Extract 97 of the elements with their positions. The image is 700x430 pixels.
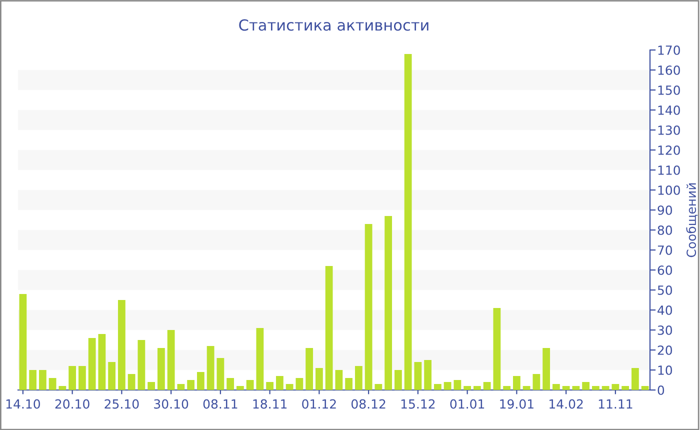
bar bbox=[157, 348, 165, 390]
bar bbox=[48, 378, 56, 390]
y-tick-label: 60 bbox=[658, 265, 672, 275]
bar bbox=[483, 382, 491, 390]
bar bbox=[612, 384, 620, 390]
x-tick-label: 18.11 bbox=[253, 399, 287, 409]
x-tick-label: 19.01 bbox=[500, 399, 534, 409]
bar bbox=[424, 360, 432, 390]
y-tick-label: 20 bbox=[658, 345, 672, 355]
bar bbox=[246, 380, 254, 390]
bar bbox=[335, 370, 343, 390]
bar bbox=[374, 384, 382, 390]
bar bbox=[196, 372, 204, 390]
y-tick-label: 120 bbox=[658, 145, 680, 155]
x-tick-label: 08.12 bbox=[351, 399, 386, 409]
bar bbox=[167, 330, 175, 390]
y-tick-label: 90 bbox=[658, 205, 672, 215]
y-tick-label: 140 bbox=[658, 105, 680, 115]
bar bbox=[306, 348, 314, 390]
bar bbox=[592, 386, 600, 390]
bar bbox=[345, 378, 353, 390]
bar bbox=[206, 346, 214, 390]
bar bbox=[108, 362, 116, 390]
x-tick-label: 01.12 bbox=[302, 399, 336, 409]
bar bbox=[532, 374, 540, 390]
x-tick-label: 01.01 bbox=[450, 399, 484, 409]
bar bbox=[236, 386, 244, 390]
bar bbox=[38, 370, 46, 390]
bar bbox=[68, 366, 76, 390]
x-tick-label: 11.11 bbox=[598, 399, 632, 409]
y-tick-label: 130 bbox=[658, 125, 680, 135]
bar bbox=[503, 386, 511, 390]
y-tick-label: 40 bbox=[658, 305, 672, 315]
y-tick-label: 150 bbox=[658, 85, 680, 95]
bar bbox=[19, 294, 27, 390]
bar bbox=[384, 216, 392, 390]
bar bbox=[522, 386, 530, 390]
bar bbox=[394, 370, 402, 390]
bar bbox=[473, 386, 481, 390]
bar bbox=[276, 376, 284, 390]
y-tick-label: 70 bbox=[658, 245, 672, 255]
bar bbox=[78, 366, 86, 390]
y-tick-label: 110 bbox=[658, 165, 680, 175]
y-tick-label: 50 bbox=[658, 285, 672, 295]
bar bbox=[266, 382, 274, 390]
bar bbox=[542, 348, 550, 390]
bar bbox=[118, 300, 126, 390]
bar bbox=[296, 378, 304, 390]
y-tick-label: 0 bbox=[658, 385, 664, 395]
y-tick-label: 160 bbox=[658, 65, 680, 75]
bar bbox=[256, 328, 264, 390]
bar bbox=[464, 386, 472, 390]
bar bbox=[434, 384, 442, 390]
bar bbox=[562, 386, 570, 390]
bar bbox=[325, 266, 333, 390]
bar bbox=[128, 374, 136, 390]
x-tick-label: 08.11 bbox=[203, 399, 238, 409]
x-tick-label: 14.02 bbox=[550, 399, 583, 409]
bar bbox=[602, 386, 610, 390]
chart-title: Статистика активности bbox=[239, 19, 428, 31]
bar bbox=[641, 386, 649, 390]
bar bbox=[582, 382, 590, 390]
bar bbox=[216, 358, 224, 390]
bar bbox=[414, 362, 422, 390]
bar bbox=[286, 384, 294, 390]
x-tick-label: 25.10 bbox=[104, 399, 139, 409]
bar bbox=[572, 386, 580, 390]
y-tick-label: 30 bbox=[658, 325, 672, 335]
bar bbox=[187, 380, 195, 390]
y-tick-label: 100 bbox=[658, 185, 680, 195]
y-tick-label: 10 bbox=[658, 365, 672, 375]
bar bbox=[29, 370, 37, 390]
bar bbox=[404, 54, 412, 390]
bar bbox=[177, 384, 185, 390]
bar bbox=[444, 382, 452, 390]
bar bbox=[226, 378, 234, 390]
bar bbox=[354, 366, 362, 390]
bar bbox=[622, 386, 630, 390]
x-tick-label: 14.10 bbox=[6, 399, 40, 409]
bar bbox=[58, 386, 66, 390]
x-tick-label: 20.10 bbox=[55, 399, 90, 409]
bar bbox=[315, 368, 323, 390]
y-tick-label: 80 bbox=[658, 225, 672, 235]
bar bbox=[552, 384, 560, 390]
bar bbox=[88, 338, 96, 390]
bar bbox=[364, 224, 372, 390]
x-tick-label: 30.10 bbox=[154, 399, 188, 409]
bar bbox=[454, 380, 462, 390]
bar bbox=[148, 382, 156, 390]
y-tick-label: 170 bbox=[658, 45, 680, 55]
bar bbox=[98, 334, 106, 390]
bar bbox=[493, 308, 501, 390]
bar bbox=[631, 368, 639, 390]
bar bbox=[138, 340, 146, 390]
y-axis-title: Сообщений bbox=[686, 183, 698, 258]
x-tick-label: 15.12 bbox=[401, 399, 435, 409]
bar bbox=[512, 376, 520, 390]
